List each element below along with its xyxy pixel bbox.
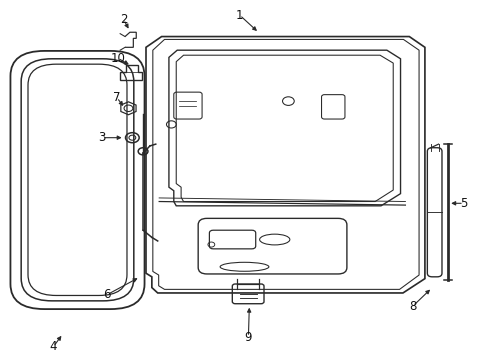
Text: 6: 6: [103, 288, 110, 301]
Text: 8: 8: [408, 300, 416, 313]
Text: 2: 2: [120, 13, 127, 26]
Text: 4: 4: [49, 340, 57, 353]
Text: 9: 9: [244, 330, 252, 343]
Text: 3: 3: [98, 131, 105, 144]
Text: 5: 5: [459, 197, 467, 210]
Text: 10: 10: [110, 51, 125, 64]
Text: 7: 7: [113, 91, 120, 104]
Text: 1: 1: [235, 9, 243, 22]
